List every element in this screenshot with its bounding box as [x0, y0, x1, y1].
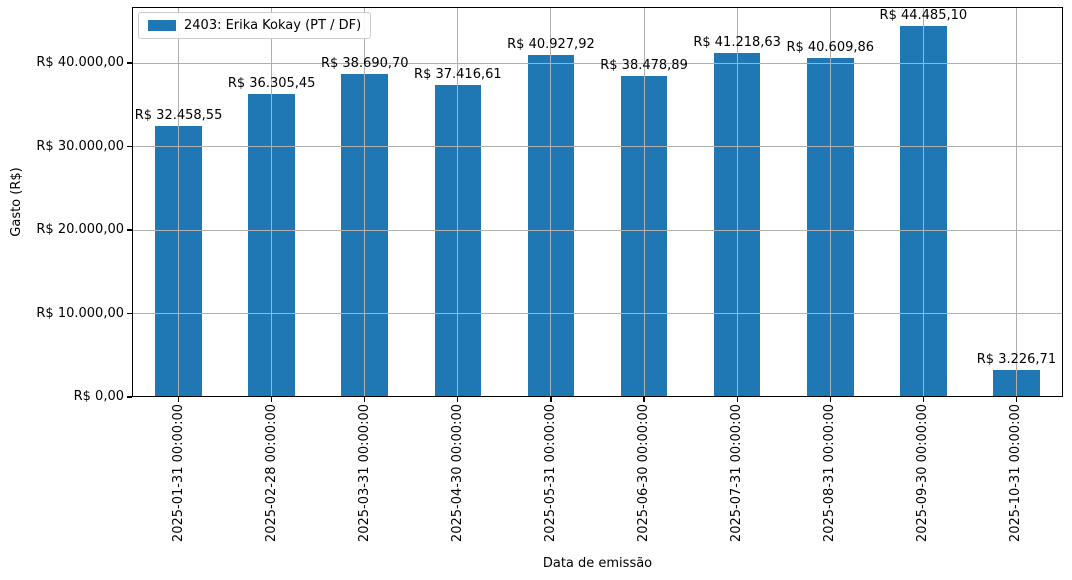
plot-area: R$ 32.458,55 R$ 36.305,45 R$ 38.690,70 R$ 3… [132, 7, 1063, 397]
y-tick-label: R$ 10.000,00 [36, 305, 124, 321]
x-gridline [364, 7, 366, 397]
bar-value-label: R$ 36.305,45 [227, 75, 316, 91]
legend-label: 2403: Erika Kokay (PT / DF) [184, 18, 362, 33]
x-tick-mark [1015, 397, 1018, 402]
y-tick-mark [127, 312, 132, 315]
bar-value-label: R$ 32.458,55 [134, 108, 223, 123]
bar-value-label: R$ 38.478,89 [600, 57, 688, 73]
x-gridline [178, 7, 180, 397]
y-gridline [132, 62, 1063, 64]
y-tick-mark [127, 145, 132, 148]
y-gridline [132, 313, 1063, 314]
x-tick-label: 2025-09-30 00:00:00 [915, 404, 931, 543]
bar-value-label: R$ 40.927,92 [507, 37, 595, 53]
x-tick-label: 2025-02-28 00:00:00 [263, 404, 279, 543]
x-gridline [922, 7, 924, 397]
y-tick-label: R$ 20.000,00 [36, 222, 124, 237]
bar-value-label: R$ 41.218,63 [693, 34, 781, 50]
x-gridline [829, 7, 831, 397]
x-tick-label: 2025-01-31 00:00:00 [170, 404, 186, 543]
y-tick-mark [127, 396, 132, 398]
x-tick-mark [364, 397, 366, 402]
x-tick-label: 2025-08-31 00:00:00 [822, 404, 838, 543]
x-tick-mark [177, 397, 180, 402]
y-gridline [132, 229, 1063, 231]
bar-value-label: R$ 3.226,71 [976, 352, 1057, 368]
y-tick-mark [127, 62, 132, 64]
legend: 2403: Erika Kokay (PT / DF) [138, 12, 372, 39]
y-tick-label: R$ 0,00 [73, 389, 124, 404]
x-tick-mark [922, 397, 924, 402]
x-tick-label: 2025-06-30 00:00:00 [636, 404, 652, 543]
x-gridline [643, 7, 645, 397]
x-tick-label: 2025-03-31 00:00:00 [356, 404, 372, 543]
x-axis-title: Data de emissão [542, 556, 653, 571]
x-gridline [271, 7, 273, 397]
x-tick-mark [643, 397, 645, 402]
x-tick-mark [829, 397, 831, 402]
legend-swatch [148, 20, 176, 31]
x-gridline [550, 7, 552, 397]
y-tick-mark [127, 229, 132, 231]
bar-value-label: R$ 40.609,86 [786, 39, 875, 55]
y-tick-label: R$ 40.000,00 [36, 55, 124, 71]
x-tick-label: 2025-07-31 00:00:00 [729, 404, 745, 543]
x-gridline [457, 7, 459, 397]
x-tick-mark [550, 397, 552, 402]
x-tick-mark [736, 397, 738, 402]
x-gridline [1015, 7, 1017, 397]
x-tick-label: 2025-04-30 00:00:00 [449, 404, 465, 543]
bar-value-label: R$ 38.690,70 [320, 55, 409, 71]
bar-value-label: R$ 37.416,61 [414, 66, 502, 82]
bar-value-label: R$ 44.485,10 [879, 7, 968, 23]
y-tick-label: R$ 30.000,00 [36, 138, 124, 154]
x-tick-label: 2025-05-31 00:00:00 [542, 404, 558, 543]
x-tick-mark [457, 397, 459, 402]
x-tick-label: 2025-10-31 00:00:00 [1008, 404, 1024, 543]
x-tick-mark [271, 397, 273, 402]
x-gridline [736, 7, 738, 397]
y-gridline [132, 146, 1063, 147]
